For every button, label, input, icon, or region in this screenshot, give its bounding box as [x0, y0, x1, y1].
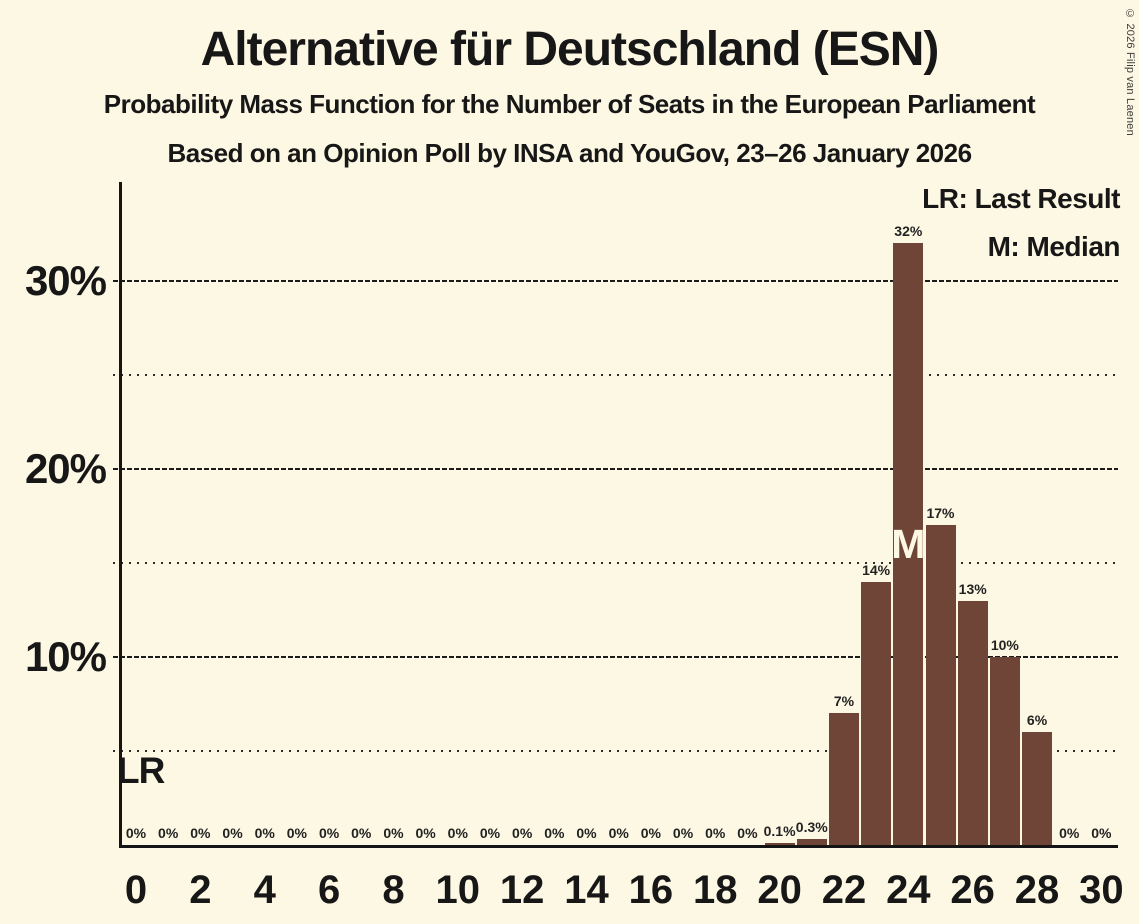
- chart-subtitle: Probability Mass Function for the Number…: [103, 89, 1036, 119]
- gridline-5pct: [113, 750, 1118, 752]
- x-axis-label-28: 28: [1014, 868, 1060, 912]
- bar-value-label-seat-5: 0%: [286, 825, 308, 841]
- bar-value-label-seat-30: 0%: [1091, 825, 1112, 841]
- x-axis-label-30: 30: [1079, 868, 1124, 912]
- bar-value-label-seat-18: 0%: [705, 825, 726, 841]
- x-axis-label-20: 20: [757, 868, 802, 912]
- x-axis-label-10: 10: [435, 868, 481, 912]
- x-axis-line: [119, 845, 1118, 848]
- gridline-30pct: [113, 280, 1118, 282]
- bar-value-label-seat-27: 10%: [990, 637, 1019, 653]
- x-axis-label-14: 14: [564, 868, 609, 912]
- bar-value-label-seat-7: 0%: [351, 825, 372, 841]
- legend-last-result: LR: Last Result: [922, 183, 1120, 214]
- bar-value-label-seat-23: 14%: [862, 561, 891, 578]
- legend-median: M: Median: [987, 231, 1121, 262]
- bar-value-label-seat-19: 0%: [737, 825, 758, 841]
- bar-seat-22: [828, 713, 859, 845]
- x-axis-label-6: 6: [317, 868, 341, 912]
- copyright-notice: © 2026 Filip van Laenen: [1124, 8, 1136, 136]
- chart-title: Alternative für Deutschland (ESN): [200, 23, 940, 76]
- y-axis-label-10: 10%: [24, 633, 107, 680]
- bar-value-label-seat-11: 0%: [479, 825, 501, 841]
- bar-value-label-seat-25: 17%: [926, 505, 955, 522]
- bar-value-label-seat-14: 0%: [576, 825, 597, 841]
- x-axis-label-26: 26: [950, 868, 995, 912]
- chart-poll-source: Based on an Opinion Poll by INSA and You…: [167, 138, 972, 168]
- bar-value-label-seat-24: 32%: [894, 223, 923, 240]
- bar-seat-23: [861, 581, 892, 845]
- bar-value-label-seat-15: 0%: [608, 825, 629, 841]
- bar-value-label-seat-6: 0%: [318, 825, 340, 841]
- bar-seat-20: [764, 843, 795, 845]
- x-axis-label-22: 22: [821, 868, 867, 912]
- bar-value-label-seat-22: 7%: [833, 693, 855, 710]
- y-axis-label-30: 30%: [24, 257, 107, 304]
- bar-value-label-seat-29: 0%: [1059, 825, 1080, 841]
- y-axis-line: [119, 182, 122, 848]
- bar-value-label-seat-4: 0%: [254, 825, 275, 841]
- x-axis-label-2: 2: [189, 868, 212, 912]
- bar-value-label-seat-28: 6%: [1026, 712, 1048, 729]
- bar-value-label-seat-9: 0%: [415, 825, 436, 841]
- bar-value-label-seat-21: 0.3%: [795, 819, 828, 836]
- bar-value-label-seat-10: 0%: [447, 825, 468, 841]
- bar-value-label-seat-12: 0%: [512, 825, 533, 841]
- gridline-10pct: [113, 656, 1118, 658]
- y-axis-label-20: 20%: [24, 445, 107, 492]
- x-axis-label-0: 0: [124, 868, 148, 912]
- x-axis-label-24: 24: [886, 868, 931, 912]
- bar-value-label-seat-3: 0%: [222, 825, 243, 841]
- bar-seat-26: [957, 600, 988, 845]
- bar-value-label-seat-2: 0%: [190, 825, 211, 841]
- bar-value-label-seat-13: 0%: [544, 825, 565, 841]
- bar-seat-24: [893, 243, 924, 845]
- bar-seat-28: [1022, 732, 1053, 845]
- bar-seat-21: [796, 839, 827, 845]
- bar-seat-25: [925, 525, 956, 845]
- gridline-20pct: [113, 468, 1118, 470]
- bar-value-label-seat-16: 0%: [640, 825, 661, 841]
- x-axis-label-4: 4: [253, 868, 276, 912]
- x-axis-label-18: 18: [692, 868, 738, 912]
- bar-value-label-seat-20: 0.1%: [763, 823, 796, 840]
- x-axis-label-8: 8: [382, 868, 405, 912]
- x-axis-label-16: 16: [628, 868, 674, 912]
- median-marker: M: [891, 521, 926, 567]
- gridline-25pct: [113, 374, 1118, 376]
- bar-value-label-seat-8: 0%: [383, 825, 404, 841]
- x-axis-label-12: 12: [499, 868, 545, 912]
- bar-value-label-seat-17: 0%: [672, 825, 694, 841]
- gridline-15pct: [113, 562, 1118, 564]
- last-result-marker: LR: [117, 750, 165, 791]
- bar-value-label-seat-1: 0%: [158, 825, 179, 841]
- bar-seat-27: [989, 657, 1020, 845]
- bar-value-label-seat-26: 13%: [958, 580, 987, 597]
- bar-value-label-seat-0: 0%: [125, 825, 147, 841]
